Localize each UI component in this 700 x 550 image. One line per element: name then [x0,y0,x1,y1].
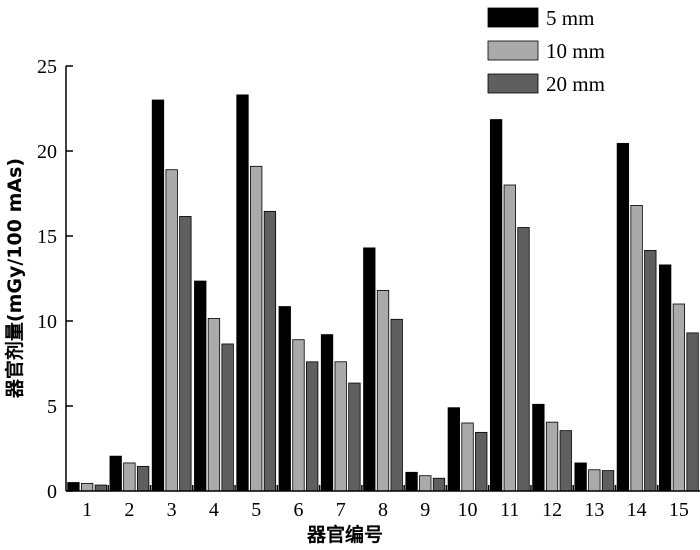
y-ticks-group: 0 5 10 15 20 25 [37,56,73,503]
x-tick-label: 13 [584,499,604,521]
y-axis-title: 器官剂量(mGy/100 mAs) [3,158,26,399]
bar-cat7-series3 [348,382,361,492]
bar-cat4-series3 [221,343,234,492]
bar-cat11-series1 [489,119,503,492]
bar-cat5-series2 [250,165,263,492]
bars-group [67,94,699,492]
bar-cat10-series3 [475,431,488,492]
bar-cat3-series2 [165,169,178,492]
bar-cat9-series1 [405,471,418,492]
legend-swatch [487,73,539,94]
bar-cat7-series2 [334,361,347,492]
bar-cat14-series3 [644,250,657,492]
bar-cat12-series2 [545,421,559,492]
bar-cat3-series1 [151,99,165,492]
bar-cat4-series2 [207,318,221,492]
axes-group [65,66,700,492]
bar-cat11-series3 [517,227,530,492]
y-tick-label: 10 [37,311,57,333]
bar-cat1-series2 [80,482,94,492]
x-tick-label: 12 [542,499,562,521]
bar-cat2-series1 [109,455,122,492]
x-tick-label: 3 [167,499,177,521]
bar-cat9-series2 [419,475,432,492]
bar-cat12-series3 [559,430,572,492]
legend-swatch [487,40,539,61]
x-tick-label: 15 [669,499,689,521]
bar-cat14-series2 [630,204,643,492]
x-tick-label: 6 [293,499,303,521]
legend-label: 10 mm [546,39,605,63]
bar-cat9-series3 [432,477,446,492]
x-ticks-group: 1 2 3 4 5 6 7 8 9 10 11 12 13 14 15 [82,485,689,521]
bar-cat10-series2 [461,422,474,492]
bar-cat1-series1 [67,482,80,492]
x-tick-label: 5 [251,499,261,521]
legend-swatch [487,7,539,28]
bar-cat5-series1 [236,94,249,492]
bar-cat4-series1 [194,280,207,492]
bar-cat11-series2 [503,184,516,492]
x-tick-label: 1 [82,499,92,521]
bar-cat13-series1 [574,462,587,492]
bar-cat5-series3 [263,210,277,492]
x-tick-label: 8 [378,499,388,521]
x-tick-label: 4 [209,499,219,521]
x-tick-label: 2 [124,499,134,521]
bar-cat6-series3 [306,361,319,492]
x-tick-label: 9 [420,499,430,521]
bar-cat2-series3 [136,465,150,492]
x-tick-label: 14 [627,499,647,521]
bar-cat7-series1 [320,334,334,492]
bar-cat13-series2 [588,469,601,492]
legend-label: 5 mm [546,6,594,30]
bar-cat15-series3 [686,332,699,492]
bar-cat14-series1 [616,142,630,492]
legend: 5 mm 10 mm 20 mm [487,6,605,96]
y-tick-label: 15 [37,226,57,248]
bar-cat1-series3 [94,484,107,492]
x-tick-label: 10 [458,499,478,521]
bar-cat8-series3 [390,318,403,492]
y-tick-label: 25 [37,56,57,78]
legend-label: 20 mm [546,72,605,96]
bar-cat6-series2 [292,339,305,492]
bar-cat6-series1 [278,306,291,492]
bar-cat3-series3 [179,216,192,492]
y-tick-label: 20 [37,141,57,163]
y-tick-label: 5 [47,396,57,418]
x-axis-title: 器官编号 [306,523,383,546]
bar-cat15-series2 [672,303,686,492]
bar-cat10-series1 [447,407,460,492]
x-tick-label: 7 [336,499,346,521]
x-tick-label: 11 [500,499,519,521]
bar-cat8-series2 [376,289,390,492]
bar-cat2-series2 [123,462,136,492]
y-tick-label: 0 [47,481,57,503]
bar-cat15-series1 [659,264,672,492]
bar-cat8-series1 [363,247,376,492]
bar-cat12-series1 [532,403,545,492]
bar-cat13-series3 [601,470,615,492]
